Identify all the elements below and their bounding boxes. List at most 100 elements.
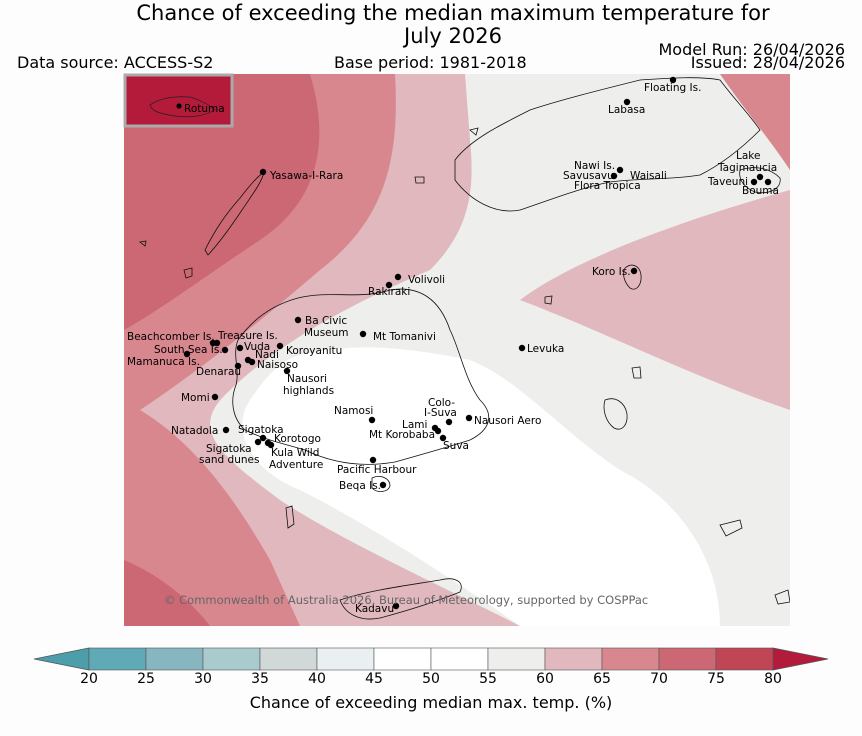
place-marker: [610, 172, 618, 180]
place-marker: [234, 362, 242, 370]
place-marker: [630, 267, 638, 275]
place-label: Labasa: [608, 104, 645, 116]
place-levuka: Levuka: [518, 343, 564, 355]
islet: [631, 366, 642, 379]
place-naisoso: Naisoso: [248, 358, 298, 371]
colorbar-tick-label: 55: [479, 671, 497, 687]
place-colo-i-suva: Colo-I-Suva: [424, 397, 457, 426]
place-marker: [221, 346, 229, 354]
place-label: sand dunes: [199, 454, 259, 466]
place-bouma: Bouma: [742, 178, 779, 197]
place-marker: [236, 344, 244, 352]
place-floating-is: Floating Is.: [644, 76, 701, 94]
contour-65-70-ne: [720, 74, 790, 170]
islet: [285, 505, 295, 529]
islet: [719, 519, 743, 537]
place-label: Koroyanitu: [286, 345, 342, 357]
place-marker: [439, 434, 447, 442]
place-rakiraki: Rakiraki: [368, 281, 410, 298]
place-koroyanitu: Koroyanitu: [276, 342, 342, 357]
place-label: Tagimaucia: [717, 162, 777, 174]
place-marker: [623, 98, 631, 106]
place-marker: [183, 350, 191, 358]
colorbar-tick-label: 30: [194, 671, 212, 687]
place-savusavu: Savusavu: [563, 166, 624, 182]
place-taveuni: Taveuni: [707, 176, 758, 188]
colorbar-tick-label: 80: [764, 671, 782, 687]
probability-contours: [124, 74, 790, 626]
place-mt-tomanivi: Mt Tomanivi: [359, 330, 436, 343]
place-marker: [764, 178, 772, 186]
colorbar-cell: [430, 647, 489, 671]
colorbar-title: Chance of exceeding median max. temp. (%…: [249, 693, 613, 712]
place-label: Bouma: [742, 185, 779, 197]
place-pacific-harbour: Pacific Harbour: [337, 456, 417, 476]
place-label: Volivoli: [408, 274, 445, 286]
place-marker: [222, 426, 230, 434]
place-marker: [259, 168, 267, 176]
islet: [414, 176, 425, 184]
place-label: Lake: [736, 150, 760, 162]
vanua-levu-coast: [454, 77, 761, 212]
chart-title: Chance of exceeding the median maximum t…: [0, 2, 862, 48]
place-label: Waisali: [630, 170, 667, 182]
place-korotogo: Korotogo: [264, 433, 321, 447]
place-marker: [283, 367, 291, 375]
place-waisali: Waisali: [630, 170, 667, 182]
inset-frame: [123, 73, 234, 128]
place-marker: [379, 481, 387, 489]
place-label: Museum: [304, 327, 349, 339]
place-marker: [518, 344, 526, 352]
place-label: Treasure Is.: [217, 330, 278, 342]
place-marker: [254, 438, 262, 446]
place-marker: [294, 316, 302, 324]
contour-70-75-sw: [124, 560, 210, 626]
place-label: Vuda: [244, 341, 270, 353]
place-label: Naisoso: [257, 359, 298, 371]
place-mamanuca: Mamanuca Is.: [127, 350, 200, 368]
place-label: Koro Is.: [592, 266, 631, 278]
place-sigatoka: Sigatoka: [238, 424, 284, 442]
place-marker: [211, 393, 219, 401]
place-momi: Momi: [181, 392, 219, 404]
colorbar-cell: [544, 647, 603, 671]
place-yasawa: Yasawa-I-Rara: [259, 168, 343, 182]
place-marker: [248, 358, 256, 366]
place-labasa: Labasa: [608, 98, 645, 116]
place-nadi: Nadi: [244, 349, 279, 364]
place-flora-tropica: Flora Tropica: [574, 180, 641, 192]
place-label: Mt Tomanivi: [373, 331, 436, 343]
place-marker: [756, 173, 764, 181]
place-volivoli: Volivoli: [394, 273, 445, 286]
place-south-sea: South Sea Is.: [154, 344, 229, 356]
place-marker: [392, 602, 400, 610]
colorbar-cell: [259, 647, 318, 671]
rotuma-marker: [176, 103, 182, 109]
place-label: Adventure: [269, 459, 323, 471]
beqa-coast: [371, 476, 391, 492]
place-kadavu: Kadavu: [355, 602, 400, 615]
place-label: Ba Civic: [305, 315, 347, 327]
koro-coast: [623, 264, 642, 290]
place-koro: Koro Is.: [592, 266, 638, 278]
islet: [544, 295, 553, 305]
copyright-notice: © Commonwealth of Australia 2026, Bureau…: [164, 593, 648, 607]
taveuni-coast: [739, 167, 781, 194]
place-label: South Sea Is.: [154, 344, 223, 356]
place-label: I-Suva: [424, 407, 457, 419]
contour-70-75: [124, 74, 320, 330]
colorbar: [33, 647, 829, 671]
place-beqa: Beqa Is.: [339, 480, 387, 492]
place-marker: [359, 330, 367, 338]
colorbar-tick-label: 65: [593, 671, 611, 687]
place-marker: [385, 281, 393, 289]
place-marker: [616, 166, 624, 174]
place-label: Levuka: [527, 343, 564, 355]
place-label: Pacific Harbour: [337, 464, 417, 476]
place-label: Nausori: [287, 373, 327, 385]
place-vuda: Vuda: [236, 341, 270, 353]
